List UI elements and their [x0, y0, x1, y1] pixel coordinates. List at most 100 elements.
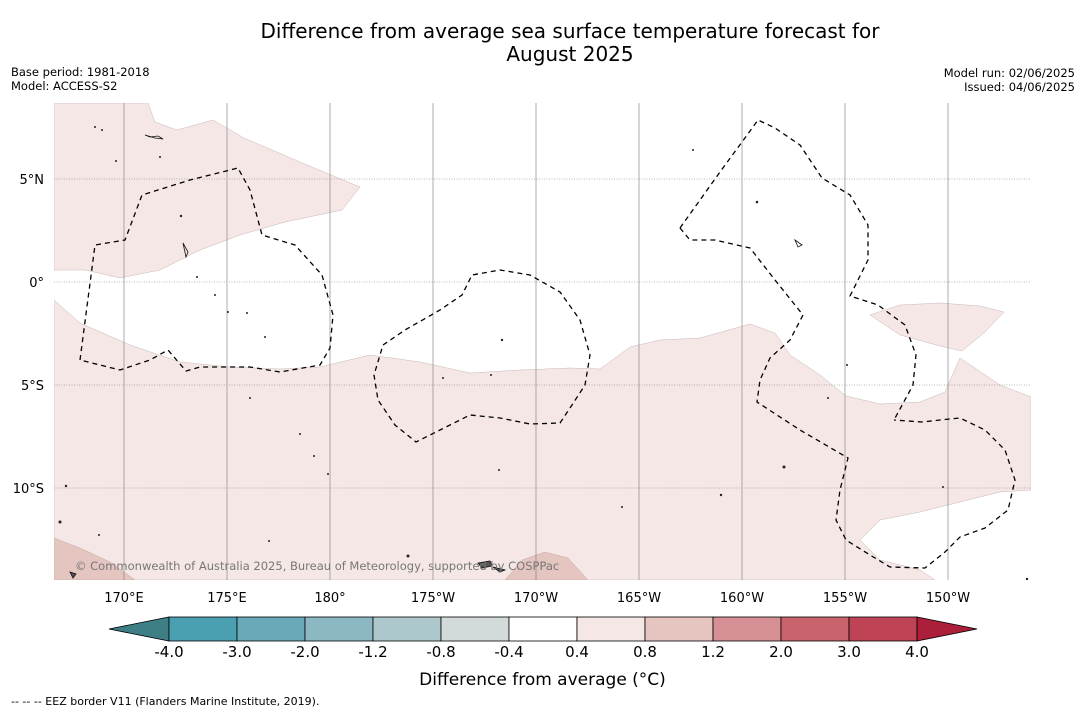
lat-label: 5°S [21, 379, 44, 394]
lat-labels: 5°N 0° 5°S 10°S [13, 173, 44, 497]
colorbar-segment [780, 616, 850, 642]
island-point [179, 214, 183, 218]
island-outlines [69, 134, 803, 579]
island-point [94, 126, 96, 128]
island-point [313, 455, 315, 457]
island-point [115, 160, 117, 162]
colorbar-segment [848, 616, 918, 642]
island-point [692, 149, 694, 151]
map-title-line1: Difference from average sea surface temp… [260, 19, 880, 43]
lat-label: 10°S [13, 482, 44, 497]
colorbar-extend-low [108, 616, 170, 642]
anomaly-region-warm-southwest [54, 537, 136, 580]
island-point [442, 377, 444, 379]
island-point [755, 200, 759, 204]
lon-labels: 170°E 175°E 180° 175°W 170°W 165°W 160°W… [104, 591, 970, 606]
colorbar [108, 616, 978, 642]
base-info: Base period: 1981-2018 Model: ACCESS-S2 [11, 65, 150, 93]
island-point [846, 364, 848, 366]
island-point [621, 506, 623, 508]
island-point [498, 469, 500, 471]
colorbar-tick-label: 0.8 [633, 643, 657, 661]
colorbar-tick-label: 4.0 [905, 643, 929, 661]
island-point [827, 397, 829, 399]
anomaly-region-east [869, 302, 1005, 352]
eez-legend-note: -- -- -- EEZ border V11 (Flanders Marine… [11, 695, 320, 708]
eez-borders [79, 119, 1016, 569]
lon-label: 150°W [926, 591, 970, 606]
lon-label: 155°W [823, 591, 867, 606]
colorbar-tick-label: -0.4 [494, 643, 524, 661]
island-point [249, 397, 251, 399]
run-info: Model run: 02/06/2025 Issued: 04/06/2025 [944, 66, 1075, 94]
island-point [1025, 577, 1029, 580]
colorbar-tick-label: -0.8 [426, 643, 456, 661]
island-point [942, 486, 944, 488]
island-point [268, 540, 270, 542]
colorbar-label: Difference from average (°C) [419, 670, 666, 690]
island-point [214, 294, 216, 296]
island-point [64, 484, 68, 488]
island-point [159, 156, 161, 158]
island-point [327, 473, 329, 475]
island-outline [182, 242, 189, 259]
eez-border-northeast [679, 119, 917, 421]
colorbar-tick-label: -2.0 [290, 643, 320, 661]
model-run-text: Model run: 02/06/2025 [943, 66, 1075, 80]
island-outline [492, 566, 507, 573]
anomaly-region-warm-south [504, 551, 589, 580]
colorbar-tick-label: 0.4 [565, 643, 589, 661]
colorbar-tick-label: -4.0 [154, 643, 184, 661]
colorbar-segment [508, 616, 578, 642]
eez-border-east-mid [679, 227, 1016, 569]
island-point [264, 336, 266, 338]
lon-gridlines [123, 103, 949, 580]
lon-label: 160°W [720, 591, 764, 606]
eez-border-west [79, 167, 334, 373]
colorbar-segment [712, 616, 782, 642]
colorbar-segment [304, 616, 374, 642]
island-outline [477, 560, 493, 569]
island-point [500, 338, 504, 342]
lat-label: 5°N [20, 173, 45, 188]
model-name-text: Model: ACCESS-S2 [11, 79, 118, 93]
island-points [58, 126, 1029, 580]
island-outline [794, 238, 803, 248]
island-outline [144, 134, 164, 140]
island-point [406, 554, 410, 558]
lon-label: 170°E [104, 591, 144, 606]
island-point [101, 129, 103, 131]
map-title: Difference from average sea surface temp… [0, 20, 1085, 66]
colorbar-segment [576, 616, 646, 642]
island-point [299, 433, 301, 435]
anomaly-region-north [54, 103, 361, 279]
map-title-line2: August 2025 [506, 42, 634, 66]
colorbar-segment [440, 616, 510, 642]
copyright-text: © Commonwealth of Australia 2025, Bureau… [75, 559, 559, 573]
colorbar-tick-label: -3.0 [222, 643, 252, 661]
lon-label: 175°E [207, 591, 247, 606]
colorbar-tick-label: -1.2 [358, 643, 388, 661]
island-point [227, 311, 229, 313]
island-point [719, 493, 723, 497]
island-point [246, 312, 248, 314]
anomaly-region-south [54, 299, 1031, 580]
colorbar-segment [372, 616, 442, 642]
colorbar-segment [644, 616, 714, 642]
colorbar-segment [236, 616, 306, 642]
island-point [58, 520, 62, 524]
island-point [782, 465, 786, 469]
map-area: © Commonwealth of Australia 2025, Bureau… [54, 103, 1031, 580]
island-point [490, 374, 492, 376]
colorbar-tick-label: 3.0 [837, 643, 861, 661]
colorbar-tick-label: 1.2 [701, 643, 725, 661]
colorbar-extend-high [916, 616, 978, 642]
island-outline [69, 571, 77, 579]
colorbar-tick-label: 2.0 [769, 643, 793, 661]
lon-label: 165°W [617, 591, 661, 606]
lat-label: 0° [29, 276, 44, 291]
colorbar-segment [168, 616, 238, 642]
base-period-text: Base period: 1981-2018 [11, 65, 150, 79]
lon-label: 180° [314, 591, 345, 606]
